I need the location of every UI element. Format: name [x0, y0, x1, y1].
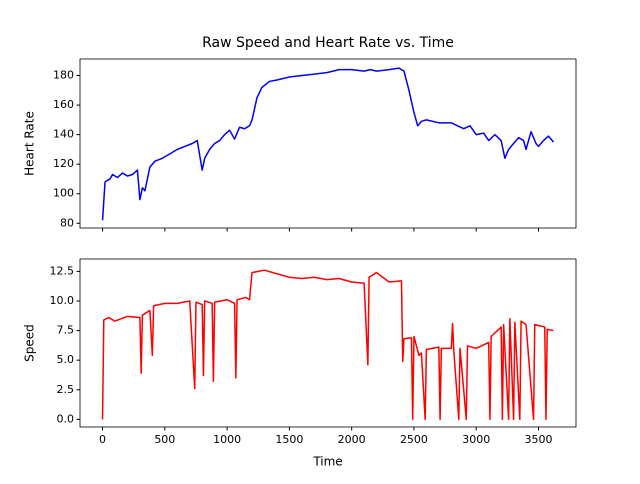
x-tick-label: 2000 — [338, 433, 366, 446]
y-tick-label: 100 — [53, 187, 74, 200]
y-tick-label: 2.5 — [57, 383, 75, 396]
y-axis-label: Speed — [23, 324, 37, 362]
y-tick-label: 180 — [53, 69, 74, 82]
y-tick-label: 120 — [53, 157, 74, 170]
axes-frame — [79, 258, 577, 428]
y-tick-label: 10.0 — [50, 294, 75, 307]
y-tick-label: 12.5 — [50, 264, 75, 277]
y-tick-label: 140 — [53, 128, 74, 141]
x-tick-label: 1500 — [275, 433, 303, 446]
data-line — [101, 67, 555, 221]
chart-title: Raw Speed and Heart Rate vs. Time — [202, 35, 454, 51]
x-tick-label: 1000 — [213, 433, 241, 446]
axes-frame — [79, 58, 577, 229]
y-tick-label: 160 — [53, 98, 74, 111]
x-axis-label: Time — [312, 455, 342, 469]
y-tick-label: 5.0 — [57, 353, 75, 366]
data-line — [101, 269, 554, 421]
y-tick-label: 0.0 — [57, 412, 75, 425]
x-tick-label: 3500 — [525, 433, 553, 446]
y-tick-label: 80 — [60, 216, 74, 229]
y-axis-label: Heart Rate — [23, 111, 37, 176]
y-tick-label: 7.5 — [57, 324, 75, 337]
x-tick-label: 3000 — [462, 433, 490, 446]
x-tick-label: 500 — [154, 433, 175, 446]
x-tick-label: 0 — [99, 433, 106, 446]
x-tick-label: 2500 — [400, 433, 428, 446]
